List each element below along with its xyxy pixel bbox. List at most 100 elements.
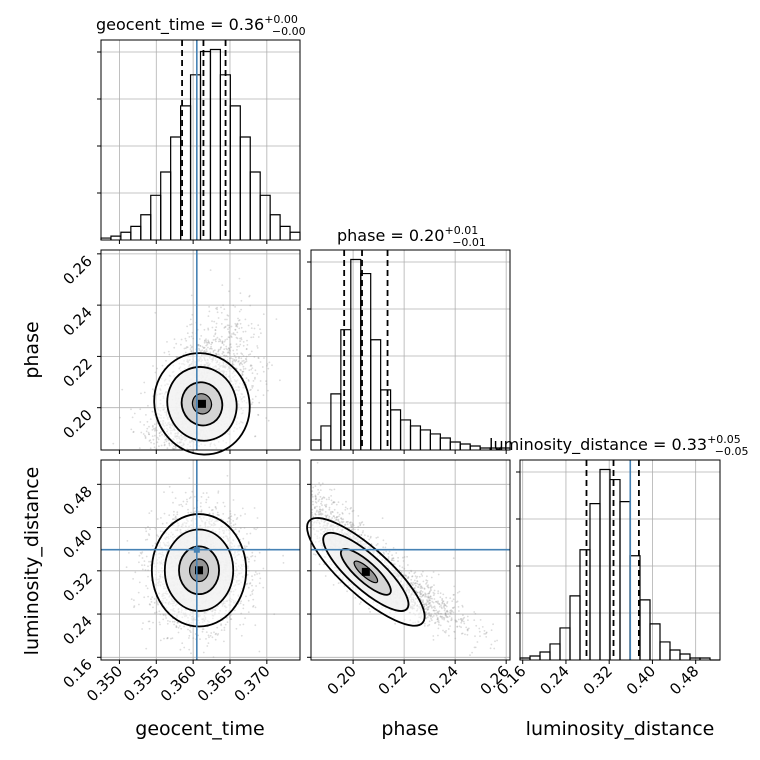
sample-point (254, 435, 257, 437)
sample-point (266, 364, 268, 367)
sample-point (231, 361, 234, 364)
sample-point (265, 417, 268, 419)
sample-point (273, 613, 276, 616)
hist-bin (659, 641, 671, 660)
panel-hist-geocent-time (97, 39, 301, 244)
sample-point (210, 343, 213, 346)
sample-point (216, 311, 219, 314)
sample-point (211, 320, 213, 323)
sample-point (249, 353, 252, 356)
sample-point (148, 425, 150, 428)
sample-point (229, 350, 232, 352)
hist-bin (310, 439, 322, 450)
sample-point (215, 326, 218, 329)
sample-point (171, 518, 174, 521)
sample-point (168, 442, 171, 444)
sample-point (147, 533, 150, 535)
sample-point (240, 362, 243, 364)
sample-point (178, 625, 181, 627)
sample-point (259, 361, 262, 363)
sample-point (199, 345, 202, 347)
sample-point (248, 294, 251, 297)
sample-point (257, 413, 259, 416)
sample-point (131, 416, 134, 419)
sample-point (238, 362, 241, 365)
sample-point (163, 443, 166, 446)
sample-point (212, 339, 215, 341)
sample-point (226, 621, 229, 623)
sample-point (149, 439, 152, 442)
sample-point (234, 528, 237, 531)
sample-point (154, 371, 157, 374)
sample-point (164, 439, 167, 441)
sample-point (163, 512, 166, 515)
sample-point (191, 490, 194, 493)
sample-point (190, 323, 193, 326)
sample-point (171, 620, 174, 623)
sample-point (239, 624, 242, 626)
sample-point (177, 631, 180, 634)
sample-point (207, 642, 210, 644)
hist-bin (649, 623, 661, 660)
sample-point (214, 329, 217, 331)
sample-point (152, 438, 155, 441)
sample-point (221, 341, 224, 343)
sample-point (231, 360, 234, 363)
sample-point (238, 345, 241, 348)
sample-point (238, 530, 241, 532)
sample-point (234, 306, 237, 308)
sample-point (212, 656, 215, 658)
sample-point (147, 525, 149, 528)
sample-point (216, 626, 219, 629)
sample-point (266, 363, 269, 365)
hist-bin (239, 136, 251, 240)
sample-point (250, 555, 253, 558)
sample-point (213, 335, 215, 337)
hist-bin (569, 595, 581, 660)
sample-point (250, 364, 252, 367)
sample-point (156, 436, 159, 439)
sample-point (168, 353, 171, 356)
sample-point (229, 343, 232, 345)
sample-point (132, 578, 135, 580)
sample-point (216, 308, 219, 311)
sample-point (242, 341, 245, 343)
hist-bin (289, 231, 301, 240)
sample-point (209, 351, 212, 354)
sample-point (228, 330, 230, 333)
sample-point (213, 320, 216, 323)
sample-point (217, 492, 220, 494)
hist-bin (699, 657, 711, 660)
sample-point (148, 433, 151, 436)
sample-point (223, 505, 226, 508)
sample-point (148, 512, 151, 514)
sample-point (217, 317, 220, 319)
sample-point (155, 429, 158, 432)
sample-point (222, 354, 225, 357)
sample-point (239, 340, 242, 342)
sample-point (222, 351, 225, 354)
sample-point (203, 328, 206, 331)
sample-point (267, 389, 269, 392)
sample-point (238, 310, 241, 313)
sample-point (237, 319, 240, 322)
sample-point (151, 545, 154, 547)
sample-point (255, 528, 257, 531)
sample-point (203, 341, 206, 344)
sample-point (138, 447, 141, 449)
sample-point (184, 351, 187, 354)
sample-point (191, 313, 194, 316)
sample-point (207, 341, 210, 343)
sample-point (211, 341, 213, 344)
sample-point (216, 513, 219, 516)
sample-point (153, 423, 156, 426)
sample-point (244, 513, 247, 515)
sample-point (205, 631, 208, 633)
sample-point (246, 567, 249, 569)
sample-point (228, 349, 231, 352)
sample-point (223, 348, 226, 351)
sample-point (190, 511, 192, 514)
sample-point (154, 427, 157, 430)
sample-point (214, 506, 217, 508)
sample-point (254, 369, 257, 372)
